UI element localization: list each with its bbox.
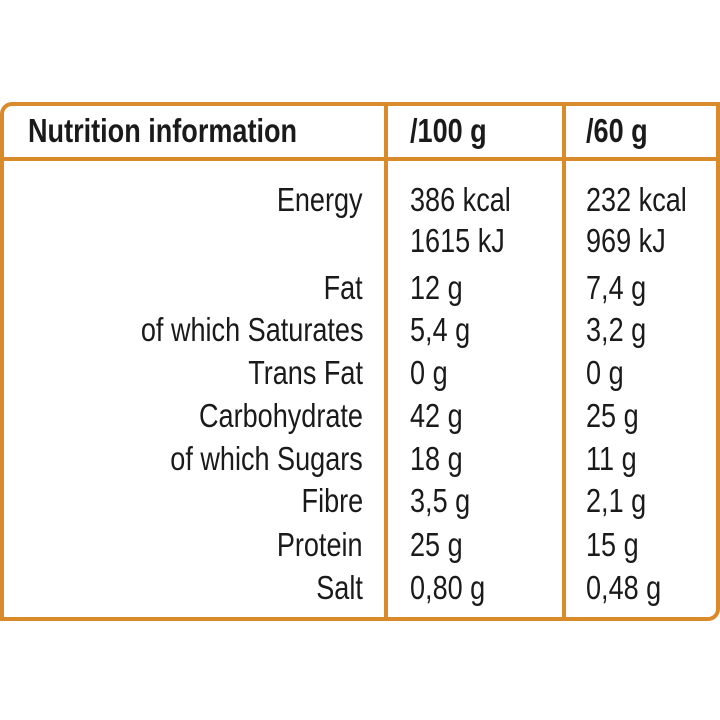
header-divider xyxy=(0,157,720,161)
value-per100g: 0,80 g xyxy=(410,569,486,606)
value-per100g: 12 g xyxy=(410,269,463,306)
column-header-per60g: /60 g xyxy=(586,112,648,149)
value-per60g: 969 kJ xyxy=(586,222,666,259)
value-per60g: 0,48 g xyxy=(586,569,662,606)
value-per100g: 0 g xyxy=(410,354,448,391)
column-header-per100g: /100 g xyxy=(410,112,487,149)
row-label: Salt xyxy=(316,569,363,606)
row-label: Fat xyxy=(323,269,363,306)
value-per100g: 386 kcal xyxy=(410,181,511,218)
row-label: Fibre xyxy=(301,482,363,519)
value-per60g: 15 g xyxy=(586,526,639,563)
table-title: Nutrition information xyxy=(28,112,298,149)
row-label: of which Saturates xyxy=(140,311,363,348)
row-label: Carbohydrate xyxy=(199,397,363,434)
row-label: Energy xyxy=(277,181,363,218)
row-label: Trans Fat xyxy=(248,354,363,391)
value-per60g: 11 g xyxy=(586,440,637,477)
row-label: Protein xyxy=(277,526,363,563)
value-per100g: 18 g xyxy=(410,440,463,477)
nutrition-table xyxy=(0,102,720,621)
column-divider xyxy=(562,102,566,617)
row-label: of which Sugars xyxy=(170,440,363,477)
value-per60g: 3,2 g xyxy=(586,311,647,348)
value-per100g: 42 g xyxy=(410,397,463,434)
value-per60g: 232 kcal xyxy=(586,181,687,218)
value-per60g: 2,1 g xyxy=(586,482,647,519)
value-per60g: 25 g xyxy=(586,397,639,434)
value-per100g: 3,5 g xyxy=(410,482,471,519)
value-per60g: 7,4 g xyxy=(586,269,647,306)
column-divider xyxy=(384,102,388,617)
value-per100g: 1615 kJ xyxy=(410,222,505,259)
value-per100g: 5,4 g xyxy=(410,311,471,348)
value-per100g: 25 g xyxy=(410,526,463,563)
value-per60g: 0 g xyxy=(586,354,624,391)
